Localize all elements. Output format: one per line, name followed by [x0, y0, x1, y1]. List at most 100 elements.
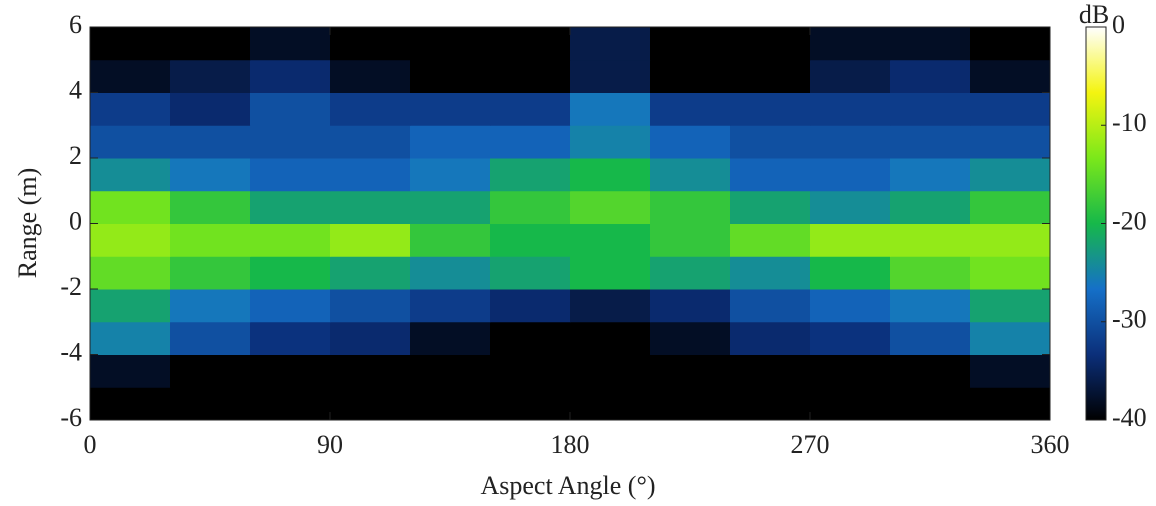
heatmap-cell: [250, 27, 331, 61]
heatmap-cell: [410, 158, 491, 192]
heatmap-cell: [650, 125, 731, 159]
heatmap-cell: [90, 158, 171, 192]
heatmap-cell: [730, 125, 811, 159]
heatmap-cell: [250, 125, 331, 159]
heatmap-cell: [250, 190, 331, 224]
x-tick-label: 0: [84, 430, 97, 459]
heatmap-cell: [570, 92, 651, 126]
heatmap-cell: [330, 190, 411, 224]
heatmap-cell: [810, 354, 891, 388]
heatmap-cell: [810, 223, 891, 257]
heatmap-cell: [650, 256, 731, 290]
heatmap-cell: [170, 354, 251, 388]
heatmap-cell: [890, 387, 971, 421]
heatmap-cell: [650, 321, 731, 355]
heatmap-cell: [170, 256, 251, 290]
heatmap-cell: [890, 321, 971, 355]
heatmap-cell: [170, 125, 251, 159]
heatmap-cell: [250, 289, 331, 323]
x-axis-label: Aspect Angle (°): [480, 471, 655, 500]
heatmap-cell: [730, 223, 811, 257]
y-tick-label: -4: [60, 337, 82, 366]
heatmap-cell: [890, 59, 971, 93]
heatmap-cell: [410, 321, 491, 355]
heatmap-cell: [250, 158, 331, 192]
heatmap-cell: [570, 289, 651, 323]
heatmap-cell: [650, 223, 731, 257]
heatmap-cell: [650, 92, 731, 126]
colorbar-label: dB: [1079, 0, 1109, 29]
heatmap-cell: [890, 256, 971, 290]
heatmap-cell: [730, 289, 811, 323]
heatmap-cell: [250, 321, 331, 355]
heatmap-cell: [490, 223, 571, 257]
heatmap-cell: [90, 27, 171, 61]
heatmap-cell: [250, 256, 331, 290]
heatmap-cell: [490, 387, 571, 421]
colorbar-tick-label: 0: [1112, 10, 1125, 39]
heatmap-cell: [410, 92, 491, 126]
heatmap-cell: [730, 190, 811, 224]
heatmap-cell: [730, 92, 811, 126]
heatmap-cell: [970, 125, 1051, 159]
heatmap-cell: [170, 158, 251, 192]
heatmap-cell: [970, 321, 1051, 355]
heatmap-cell: [330, 92, 411, 126]
heatmap-cell: [730, 387, 811, 421]
heatmap-cell: [170, 289, 251, 323]
heatmap-cell: [650, 59, 731, 93]
heatmap-cell: [410, 354, 491, 388]
heatmap-cell: [810, 321, 891, 355]
heatmap-cell: [730, 27, 811, 61]
heatmap-cell: [410, 190, 491, 224]
heatmap-cell: [90, 289, 171, 323]
heatmap-cell: [250, 387, 331, 421]
heatmap-cell: [970, 158, 1051, 192]
heatmap-cell: [330, 27, 411, 61]
heatmap-cell: [410, 59, 491, 93]
y-tick-label: -6: [60, 403, 82, 432]
y-axis-label: Range (m): [13, 168, 42, 278]
x-tick-label: 360: [1031, 430, 1070, 459]
heatmap-cell: [890, 92, 971, 126]
colorbar-tick-label: -20: [1112, 206, 1147, 235]
heatmap-cell: [970, 354, 1051, 388]
x-tick-label: 180: [551, 430, 590, 459]
heatmap-cell: [730, 158, 811, 192]
heatmap-cell: [810, 125, 891, 159]
heatmap-cell: [890, 223, 971, 257]
heatmap-cell: [650, 27, 731, 61]
heatmap-cell: [810, 289, 891, 323]
heatmap-cell: [890, 354, 971, 388]
heatmap-cell: [890, 158, 971, 192]
heatmap-cell: [330, 387, 411, 421]
heatmap-cell: [570, 125, 651, 159]
heatmap-cell: [330, 125, 411, 159]
heatmap-cell: [490, 27, 571, 61]
heatmap-cell: [810, 190, 891, 224]
heatmap-cell: [170, 92, 251, 126]
heatmap-cell: [730, 59, 811, 93]
y-tick-label: 2: [69, 141, 82, 170]
heatmap-cell: [490, 158, 571, 192]
heatmap-cell: [490, 59, 571, 93]
heatmap-cell: [810, 256, 891, 290]
heatmap-cell: [90, 223, 171, 257]
heatmap-cell: [810, 27, 891, 61]
heatmap-cell: [570, 223, 651, 257]
heatmap-cell: [90, 59, 171, 93]
heatmap-cell: [650, 289, 731, 323]
heatmap-cell: [170, 27, 251, 61]
heatmap-cell: [330, 321, 411, 355]
heatmap-cell: [410, 387, 491, 421]
heatmap-cell: [410, 27, 491, 61]
heatmap-cell: [330, 59, 411, 93]
heatmap-cell: [570, 190, 651, 224]
heatmap-cell: [730, 321, 811, 355]
heatmap-cell: [330, 223, 411, 257]
heatmap-cell: [410, 125, 491, 159]
heatmap-cell: [810, 158, 891, 192]
heatmap-cell: [250, 59, 331, 93]
